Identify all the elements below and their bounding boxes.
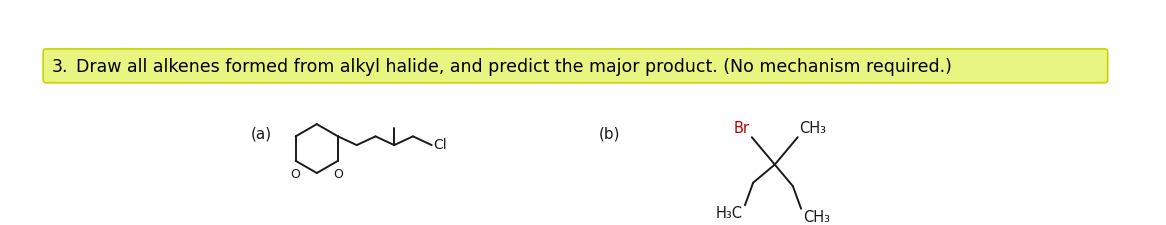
Text: CH₃: CH₃ xyxy=(800,121,827,136)
FancyBboxPatch shape xyxy=(43,49,1108,83)
Text: H₃C: H₃C xyxy=(716,206,743,221)
Text: Cl: Cl xyxy=(434,138,448,152)
Text: O: O xyxy=(290,168,301,181)
Text: 3.: 3. xyxy=(51,58,68,76)
Text: (b): (b) xyxy=(599,127,620,142)
Text: (a): (a) xyxy=(251,127,272,142)
Text: Draw all alkenes formed from alkyl halide, and predict the major product. (No me: Draw all alkenes formed from alkyl halid… xyxy=(76,58,951,76)
Text: O: O xyxy=(333,168,343,181)
Text: Br: Br xyxy=(733,121,750,136)
Text: CH₃: CH₃ xyxy=(803,210,830,225)
